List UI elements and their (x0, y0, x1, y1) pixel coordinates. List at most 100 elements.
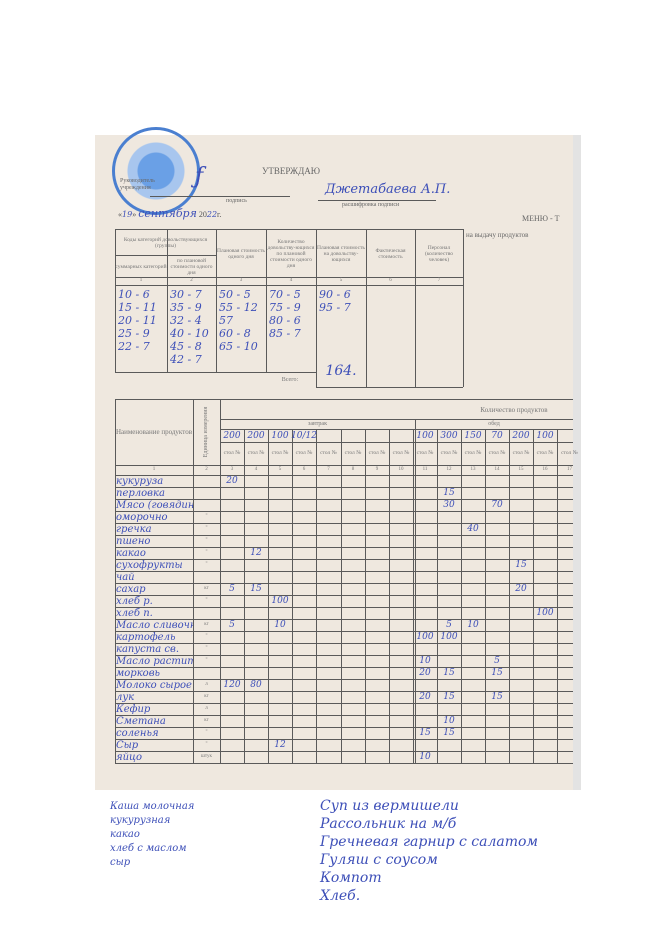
table-line (115, 679, 573, 680)
table-line (115, 535, 573, 536)
table-line (244, 429, 245, 764)
header-col-7: Персонал (количество человек) (424, 244, 454, 263)
table-line (115, 643, 573, 644)
product-name: морковь (116, 667, 160, 679)
col-number: 4 (254, 467, 258, 472)
table-line (220, 399, 221, 763)
col-number: 11 (422, 467, 428, 472)
product-quantity: 5 (229, 584, 235, 594)
code-entry: 65 - 10 (219, 339, 258, 353)
product-name: кукуруза (116, 475, 164, 487)
lunch-dish: Рассольник на м/б (320, 816, 457, 832)
table-line (115, 465, 573, 466)
portion-count: 150 (464, 430, 482, 441)
table-number-label: стол № (368, 450, 386, 457)
total-value: 164. (325, 362, 357, 379)
table-line (115, 559, 573, 560)
portion-count: 200 (223, 430, 241, 441)
product-quantity: 70 (491, 500, 503, 510)
product-name: сахар (116, 583, 146, 595)
table-line (115, 547, 573, 548)
product-quantity: 15 (443, 692, 455, 702)
code-entry: 15 - 11 (118, 300, 157, 314)
code-entry: 90 - 6 (319, 287, 351, 301)
code-entry: 32 - 4 (170, 313, 202, 327)
product-unit (193, 499, 220, 511)
col-number: 6 (389, 278, 392, 283)
product-quantity: 5 (229, 620, 235, 630)
table-line (115, 691, 573, 692)
table-number-label: стол № (392, 450, 410, 457)
table-line (115, 399, 573, 400)
product-name: какао (116, 547, 146, 559)
table-number-label: стол № (440, 450, 458, 457)
product-name: Молоко сырое (116, 679, 192, 691)
col-number: 5 (339, 278, 343, 283)
product-unit: кг (204, 694, 209, 699)
product-name: лук (116, 691, 135, 703)
product-quantity: 20 (419, 668, 431, 678)
product-name: хлеб р. (116, 595, 153, 607)
product-name: оморочно (116, 511, 168, 523)
product-unit: л (205, 682, 208, 687)
col-number: 5 (278, 467, 282, 472)
table-line (115, 255, 216, 256)
header-col-6: Фактическая стоимость (375, 247, 406, 260)
lunch-dish: Компот (320, 870, 382, 886)
portion-count: 10/12 (291, 430, 317, 441)
col-number: 8 (351, 467, 355, 472)
table-line (268, 429, 269, 764)
portion-count: 300 (440, 430, 458, 441)
product-quantity: 20 (419, 692, 431, 702)
col-number: 3 (230, 467, 234, 472)
product-unit (193, 571, 220, 583)
table-line (461, 429, 462, 764)
col-number: 6 (302, 467, 306, 472)
product-name: пшено (116, 535, 151, 547)
product-quantity: 10 (274, 620, 286, 630)
table-line (115, 583, 573, 584)
col-number: 10 (398, 467, 404, 472)
table-number-label: стол № (247, 450, 265, 457)
product-quantity: 100 (440, 632, 458, 642)
product-name: перловка (116, 487, 165, 499)
code-entry: 10 - 6 (118, 287, 150, 301)
signature: ƒ (195, 164, 204, 189)
table-line (115, 631, 573, 632)
col-number: 13 (470, 467, 476, 472)
table-line (115, 751, 573, 752)
product-unit: " (205, 634, 208, 639)
product-quantity: 12 (250, 548, 262, 558)
product-quantity: 15 (491, 668, 503, 678)
code-entry: 57 (219, 313, 233, 327)
table-line (115, 487, 573, 488)
table-line (341, 429, 342, 764)
code-entry: 20 - 11 (118, 313, 157, 327)
approve-heading: УТВЕРЖДАЮ (262, 166, 321, 176)
product-unit: л (205, 706, 208, 711)
table-number-label: стол № (488, 450, 506, 457)
table-line (115, 703, 573, 704)
table-line (193, 399, 194, 764)
header-quantity: Количество продуктов (480, 405, 548, 414)
table-line (220, 419, 573, 420)
document-page (95, 135, 573, 790)
code-entry: 22 - 7 (118, 339, 150, 353)
table-line (115, 607, 573, 608)
code-entry: 45 - 8 (170, 339, 202, 353)
product-quantity: 10 (467, 620, 479, 630)
product-name: яйцо (116, 751, 143, 763)
table-line (292, 429, 293, 764)
col-number: 3 (239, 278, 243, 283)
table-line (115, 372, 316, 373)
code-entry: 40 - 10 (170, 326, 209, 340)
table-line (115, 475, 573, 476)
table-line (115, 619, 573, 620)
table-line (316, 429, 317, 764)
product-unit: " (205, 658, 208, 663)
product-name: Сыр (116, 739, 139, 751)
product-unit: " (205, 646, 208, 651)
product-unit: кг (204, 718, 209, 723)
product-quantity: 80 (250, 680, 262, 690)
code-entry: 80 - 6 (269, 313, 301, 327)
